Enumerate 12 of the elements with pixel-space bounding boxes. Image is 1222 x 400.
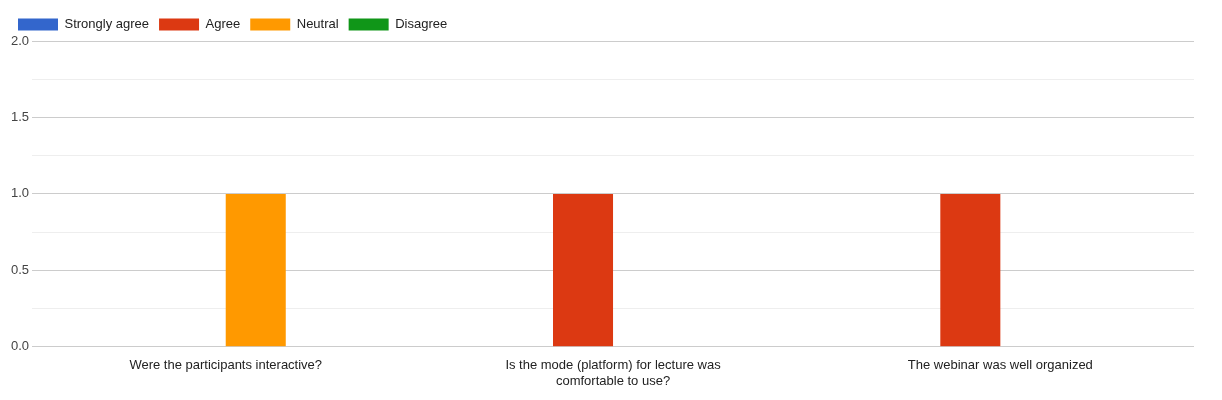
x-tick-label: Is the mode (platform) for lecture was comfortable to use? [505,357,722,388]
y-tick-label: 1.0 [10,185,30,201]
y-tick-label: 0.0 [10,338,30,354]
legend-label: Agree [205,16,241,32]
x-tick-label: Were the participants interactive? [129,357,323,373]
legend-label: Neutral [296,16,339,32]
y-tick-label: 0.5 [10,261,30,277]
x-tick-label: The webinar was well organized [907,357,1093,373]
legend-label: Strongly agree [64,16,150,32]
y-tick-label: 2.0 [10,32,30,48]
y-tick-label: 1.5 [10,109,30,125]
legend-label: Disagree [395,16,448,32]
